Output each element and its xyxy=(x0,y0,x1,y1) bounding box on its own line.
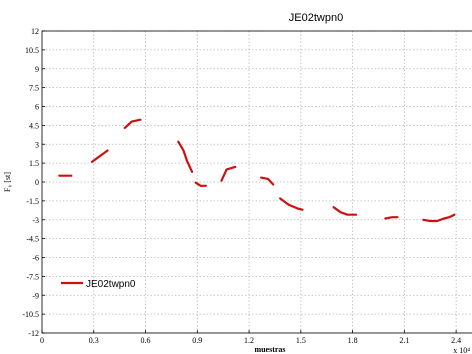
x-tick-label: 0 xyxy=(40,336,44,345)
data-layer xyxy=(58,118,456,223)
f0-contour-segment xyxy=(90,149,109,163)
y-tick-label: -4.5 xyxy=(26,235,39,244)
y-tick-label: 9 xyxy=(35,65,39,74)
f0-contour-segment xyxy=(194,181,207,187)
y-tick-label: -6 xyxy=(32,254,39,263)
x-tick-label: 2.4 xyxy=(451,336,461,345)
y-tick-label: -7.5 xyxy=(26,272,39,281)
y-tick-label: -12 xyxy=(28,329,39,338)
y-tick-label: 1.5 xyxy=(29,159,39,168)
y-tick-label: -3 xyxy=(32,216,39,225)
legend: JE02twpn0 xyxy=(61,279,136,290)
x-tick-label: 0.9 xyxy=(192,336,202,345)
f0-contour-segment xyxy=(332,206,358,216)
x-tick-label: 0.3 xyxy=(89,336,99,345)
x-tick-label: 1.5 xyxy=(296,336,306,345)
f0-contour-segment xyxy=(123,118,142,129)
y-tick-label: 4.5 xyxy=(29,121,39,130)
y-tick-label: 0 xyxy=(35,178,39,187)
y-tick-label: 12 xyxy=(31,27,39,36)
y-axis-label: F₀ [st] xyxy=(3,172,12,192)
f0-contour-segment xyxy=(177,140,194,173)
y-tick-label: -10.5 xyxy=(22,310,39,319)
x-exponent-label: x 10⁴ xyxy=(453,346,470,354)
plot-frame xyxy=(41,30,472,334)
x-tick-label: 2.1 xyxy=(399,336,409,345)
x-tick-label: 1.2 xyxy=(244,336,254,345)
f0-contour-segment xyxy=(422,213,456,223)
f0-contour-segment xyxy=(384,216,399,220)
y-tick-labels: 12 10.5 9 7.5 6 4.5 3 1.5 0 -1.5 -3 -4.5 -6 -7.5 -9 -10… xyxy=(22,27,39,338)
y-tick-label: -1.5 xyxy=(26,197,39,206)
y-tick-label: 10.5 xyxy=(25,46,39,55)
y-tick-label: 6 xyxy=(35,103,39,112)
y-tick-label: 3 xyxy=(35,140,39,149)
x-tick-label: 0.6 xyxy=(141,336,151,345)
y-tick-label: 7.5 xyxy=(29,84,39,93)
x-tick-labels: 0 0.3 0.6 0.9 1.2 1.5 1.8 2.1 2.4 xyxy=(40,336,461,345)
f0-contour-segment xyxy=(220,165,237,182)
chart-title: JE02twpn0 xyxy=(289,12,343,24)
f0-contour-segment xyxy=(260,176,275,186)
y-tick-label: -9 xyxy=(32,291,39,300)
x-tick-label: 1.8 xyxy=(348,336,358,345)
x-axis-label: muestras xyxy=(254,345,285,354)
legend-label: JE02twpn0 xyxy=(86,279,136,290)
f0-contour-segment xyxy=(279,197,304,211)
